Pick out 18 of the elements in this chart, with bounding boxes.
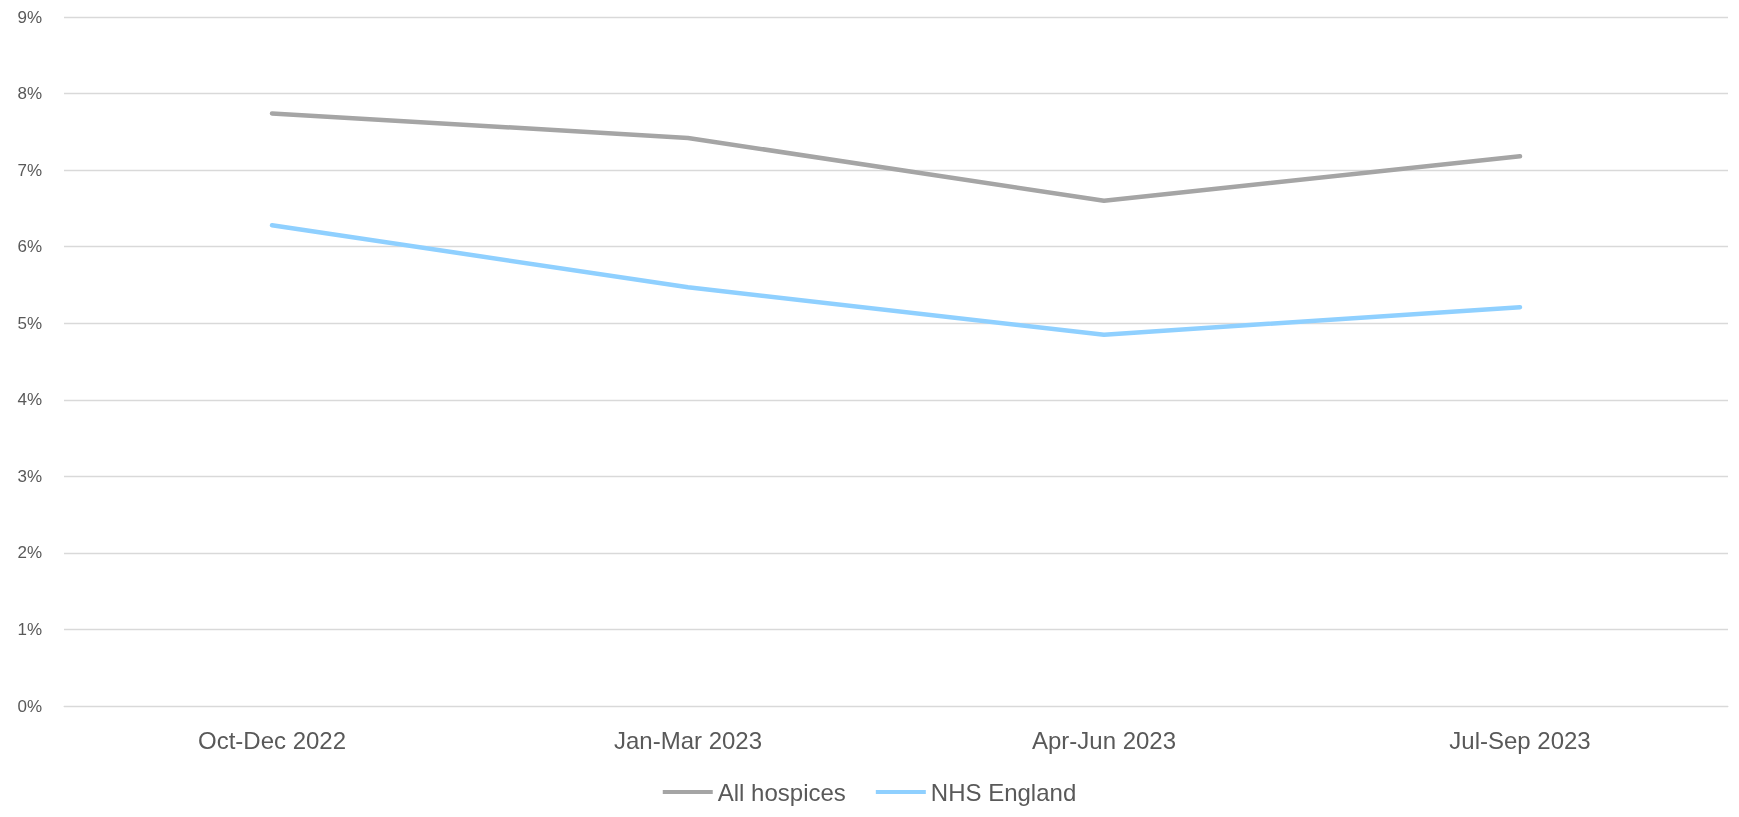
x-tick-label: Apr-Jun 2023 <box>1031 726 1177 754</box>
x-tick-label: Jul-Sep 2023 <box>1449 726 1591 754</box>
legend-label: All hospices <box>717 778 846 806</box>
x-tick-label: Jan-Mar 2023 <box>613 726 763 754</box>
y-tick-label: 2% <box>17 543 42 563</box>
y-tick-label: 8% <box>17 84 42 104</box>
line-series <box>269 222 1523 337</box>
y-tick-label: 6% <box>17 237 42 257</box>
line-series <box>269 111 1523 203</box>
y-tick-label: 7% <box>17 160 42 180</box>
y-tick-label: 4% <box>17 390 42 410</box>
y-tick-label: 0% <box>17 696 42 716</box>
legend-label: NHS England <box>930 778 1077 806</box>
y-tick-label: 3% <box>17 466 42 486</box>
y-tick-label: 1% <box>17 619 42 639</box>
y-tick-label: 9% <box>17 7 42 27</box>
y-tick-label: 5% <box>17 313 42 333</box>
x-tick-label: Oct-Dec 2022 <box>197 726 347 754</box>
